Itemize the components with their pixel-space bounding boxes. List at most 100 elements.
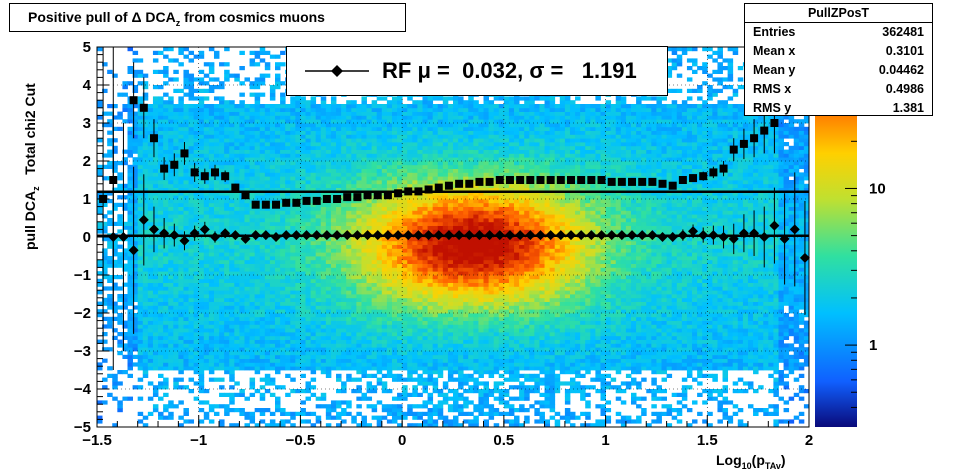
heat-cell xyxy=(213,328,220,333)
heat-cell xyxy=(213,343,220,348)
heat-cell xyxy=(173,278,179,283)
heat-cell xyxy=(341,202,347,207)
heat-cell xyxy=(259,408,266,413)
heat-cell xyxy=(422,358,428,363)
heat-cell xyxy=(269,347,276,352)
heat-cell xyxy=(376,104,383,109)
heat-cell xyxy=(361,168,367,173)
heat-cell xyxy=(142,366,149,371)
heat-cell xyxy=(137,206,144,211)
heat-cell xyxy=(356,278,362,283)
heat-cell xyxy=(178,328,184,333)
heat-cell xyxy=(198,88,205,93)
heat-cell xyxy=(417,229,423,234)
heat-cell xyxy=(376,218,383,223)
heat-cell xyxy=(224,149,230,154)
heat-cell xyxy=(269,392,276,397)
heat-cell xyxy=(386,370,393,375)
heat-cell xyxy=(280,343,286,348)
heat-cell xyxy=(280,347,286,352)
heat-cell xyxy=(376,354,383,359)
heat-cell xyxy=(290,210,296,215)
heat-cell xyxy=(386,358,393,363)
heat-cell xyxy=(275,309,281,314)
heat-cell xyxy=(351,309,357,314)
heat-cell xyxy=(163,153,169,158)
heat-cell xyxy=(402,229,408,234)
heat-cell xyxy=(315,343,322,348)
heat-cell xyxy=(290,415,296,420)
heat-cell xyxy=(391,256,398,261)
heat-cell xyxy=(285,176,291,181)
heat-cell xyxy=(386,275,393,280)
heat-cell xyxy=(275,301,281,306)
heat-cell xyxy=(254,320,261,325)
heat-cell xyxy=(152,153,159,158)
heat-cell xyxy=(183,180,189,185)
heat-cell xyxy=(290,271,296,276)
heat-cell xyxy=(320,316,327,321)
heat-cell xyxy=(275,313,281,318)
heat-cell xyxy=(224,145,230,150)
heat-cell xyxy=(178,96,184,101)
heat-cell xyxy=(203,320,210,325)
heat-cell xyxy=(366,263,373,268)
heat-cell xyxy=(163,157,169,162)
heat-cell xyxy=(203,237,210,242)
heat-cell xyxy=(173,168,179,173)
heat-cell xyxy=(122,119,128,124)
heat-cell xyxy=(361,161,367,166)
heat-cell xyxy=(386,411,393,416)
heat-cell xyxy=(397,309,403,314)
heat-cell xyxy=(213,271,220,276)
heat-cell xyxy=(254,104,261,109)
heat-cell xyxy=(376,149,383,154)
heat-cell xyxy=(407,183,413,188)
heat-cell xyxy=(249,115,256,120)
heat-cell xyxy=(325,343,332,348)
heat-cell xyxy=(198,305,205,310)
heat-cell xyxy=(361,111,367,116)
heat-cell xyxy=(208,191,215,196)
heat-cell xyxy=(137,256,144,261)
heat-cell xyxy=(264,313,271,318)
heat-cell xyxy=(300,161,306,166)
heat-cell xyxy=(300,294,306,299)
heat-cell xyxy=(356,145,362,150)
heat-cell xyxy=(376,176,383,181)
heat-cell xyxy=(142,339,149,344)
heat-cell xyxy=(158,297,164,302)
heat-cell xyxy=(188,271,195,276)
heat-cell xyxy=(163,187,169,192)
heat-cell xyxy=(275,305,281,310)
heat-cell xyxy=(290,267,296,272)
heat-cell xyxy=(280,145,286,150)
heat-cell xyxy=(152,145,159,150)
heat-cell xyxy=(158,225,164,230)
heat-cell xyxy=(305,130,311,135)
heat-cell xyxy=(224,73,230,78)
heat-cell xyxy=(127,351,133,356)
heat-cell xyxy=(275,62,281,67)
heat-cell xyxy=(127,362,133,367)
heat-cell xyxy=(386,149,393,154)
heat-cell xyxy=(234,115,240,120)
heat-cell xyxy=(407,130,413,135)
heat-cell xyxy=(137,267,144,272)
heat-cell xyxy=(127,107,133,112)
heat-cell xyxy=(193,218,200,223)
heat-cell xyxy=(249,58,256,63)
heat-cell xyxy=(417,324,423,329)
heat-cell xyxy=(224,286,230,291)
heat-cell xyxy=(280,271,286,276)
heat-cell xyxy=(402,248,408,253)
heat-cell xyxy=(198,400,205,405)
heat-cell xyxy=(178,286,184,291)
heat-cell xyxy=(417,423,423,427)
heat-cell xyxy=(300,123,306,128)
heat-cell xyxy=(244,134,250,139)
heat-cell xyxy=(163,195,169,200)
heat-cell xyxy=(178,119,184,124)
heat-cell xyxy=(259,183,266,188)
heat-cell xyxy=(213,176,220,181)
